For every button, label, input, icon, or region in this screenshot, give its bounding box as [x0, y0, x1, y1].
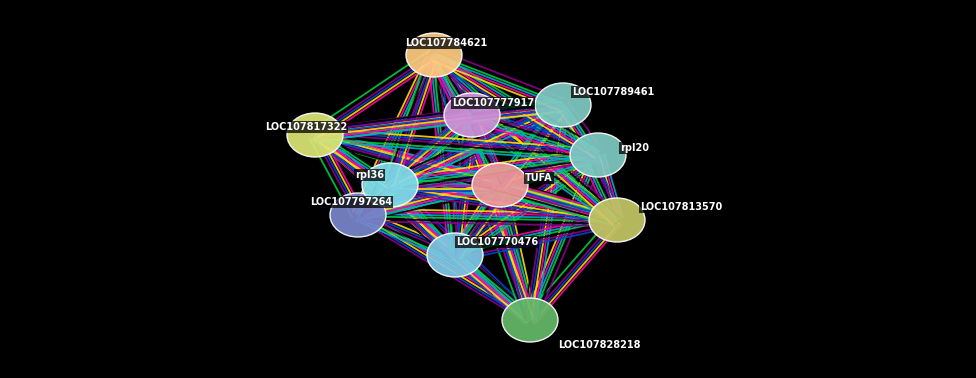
Text: LOC107789461: LOC107789461 [572, 87, 654, 97]
Text: LOC107817322: LOC107817322 [265, 122, 347, 132]
Ellipse shape [406, 33, 462, 77]
Ellipse shape [472, 163, 528, 207]
Text: LOC107813570: LOC107813570 [640, 202, 722, 212]
Text: LOC107777917: LOC107777917 [452, 98, 534, 108]
Ellipse shape [535, 83, 591, 127]
Ellipse shape [502, 298, 558, 342]
Text: TUFA: TUFA [525, 173, 552, 183]
Text: LOC107797264: LOC107797264 [310, 197, 392, 207]
Ellipse shape [444, 93, 500, 137]
Ellipse shape [427, 233, 483, 277]
Text: LOC107828218: LOC107828218 [558, 340, 640, 350]
Ellipse shape [362, 163, 418, 207]
Text: rpl36: rpl36 [355, 170, 384, 180]
Text: LOC107770476: LOC107770476 [456, 237, 538, 247]
Ellipse shape [570, 133, 626, 177]
Text: rpl20: rpl20 [620, 143, 649, 153]
Ellipse shape [287, 113, 343, 157]
Ellipse shape [589, 198, 645, 242]
Text: LOC107784621: LOC107784621 [405, 38, 487, 48]
Ellipse shape [330, 193, 386, 237]
